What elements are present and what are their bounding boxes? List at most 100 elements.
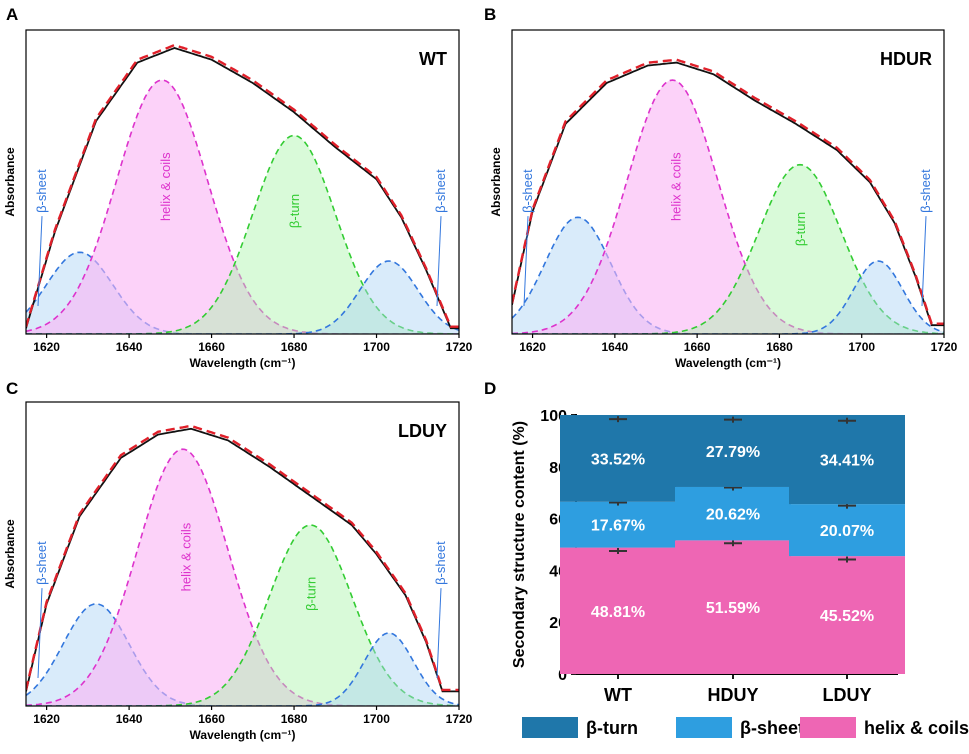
bar-label-turn: 33.52% xyxy=(591,451,645,468)
band-curve-sheet-3 xyxy=(512,260,944,334)
x-tick-label: 1660 xyxy=(684,340,711,354)
legend-swatch-turn xyxy=(522,717,578,738)
x-tick-label: 1680 xyxy=(766,340,793,354)
band-curve-helix-1 xyxy=(26,79,459,334)
plot-frame xyxy=(25,29,460,335)
panel-title: HDUR xyxy=(880,49,932,69)
bar-label-sheet: 20.07% xyxy=(820,523,874,540)
x-tick-label: 1620 xyxy=(33,712,60,726)
y-axis-label: Secondary structure content (%) xyxy=(511,421,528,668)
x-axis-label: Wavelength (cm⁻¹) xyxy=(675,356,781,370)
band-fill-turn-2 xyxy=(26,525,459,706)
band-fill-turn-2 xyxy=(512,164,944,334)
x-tick-label: HDUY xyxy=(707,685,758,705)
legend-label-sheet: β-sheet xyxy=(740,718,804,738)
bar-label-helix: 48.81% xyxy=(591,604,645,621)
x-tick-label: 1700 xyxy=(848,340,875,354)
x-tick-label: 1660 xyxy=(198,340,225,354)
band-curve-sheet-3 xyxy=(26,632,459,706)
label-beta-sheet-left: β-sheet xyxy=(520,169,535,213)
x-tick-label: 1640 xyxy=(116,712,143,726)
panel-letter: D xyxy=(484,379,496,398)
bar-helix-wt xyxy=(560,547,676,674)
x-tick-label: 1620 xyxy=(33,340,60,354)
pointer-beta-sheet-right xyxy=(921,216,927,307)
panel-title: LDUY xyxy=(398,421,447,441)
panel-title: WT xyxy=(419,49,447,69)
legend-swatch-helix xyxy=(800,717,856,738)
x-tick-label: 1680 xyxy=(281,340,308,354)
x-tick-label: 1620 xyxy=(519,340,546,354)
fitted-envelope xyxy=(26,424,459,692)
fitted-envelope xyxy=(26,43,459,328)
bar-helix-lduy xyxy=(789,556,905,674)
panel-letter: C xyxy=(6,379,18,398)
fitted-envelope xyxy=(512,58,944,325)
plot-frame xyxy=(25,401,460,707)
label-helix-coils: helix & coils xyxy=(179,522,194,591)
bar-helix-hduy xyxy=(675,540,791,674)
y-axis-label: Absorbance xyxy=(3,147,17,217)
plot-frame xyxy=(511,29,945,335)
measured-spectrum xyxy=(512,61,944,327)
band-curve-helix-1 xyxy=(26,448,459,706)
measured-spectrum xyxy=(26,427,459,693)
band-curve-turn-2 xyxy=(26,134,459,334)
band-fill-sheet-3 xyxy=(26,633,459,706)
panel-letter: B xyxy=(484,5,496,24)
x-tick-label: WT xyxy=(604,685,632,705)
panel-b: B 1620 1640 1660 1680 1700 1720 Wavelength (cm⁻… xyxy=(484,5,958,370)
label-helix-coils: helix & coils xyxy=(668,152,683,221)
plot-area xyxy=(26,424,459,706)
label-beta-sheet-right: β-sheet xyxy=(433,169,448,213)
bar-turn-wt xyxy=(560,415,676,502)
x-axis-label: Wavelength (cm⁻¹) xyxy=(190,728,296,742)
plot-area xyxy=(512,58,944,334)
legend-label-turn: β-turn xyxy=(586,718,638,738)
band-fill-helix-1 xyxy=(26,80,459,334)
x-axis-label: Wavelength (cm⁻¹) xyxy=(190,356,296,370)
bar-label-helix: 51.59% xyxy=(706,600,760,617)
x-tick-label: 1700 xyxy=(363,712,390,726)
band-fill-sheet-3 xyxy=(26,261,459,334)
band-fill-helix-1 xyxy=(26,449,459,706)
label-beta-sheet-right: β-sheet xyxy=(433,541,448,585)
bar-sheet-lduy xyxy=(789,504,905,557)
bar-sheet-wt xyxy=(560,501,676,548)
label-beta-sheet-left: β-sheet xyxy=(34,169,49,213)
y-axis-label: Absorbance xyxy=(3,519,17,589)
x-tick-label: 1640 xyxy=(116,340,143,354)
x-tick-label: 1640 xyxy=(602,340,629,354)
x-tick-label: 1720 xyxy=(446,712,473,726)
pointer-beta-sheet-right xyxy=(436,216,442,307)
legend-label-helix: helix & coils xyxy=(864,718,969,738)
bar-label-sheet: 17.67% xyxy=(591,518,645,535)
bar-label-helix: 45.52% xyxy=(820,608,874,625)
bar-turn-lduy xyxy=(789,415,905,505)
band-curve-turn-2 xyxy=(26,524,459,706)
x-tick-label: LDUY xyxy=(823,685,872,705)
band-fill-helix-1 xyxy=(512,80,944,334)
band-curve-helix-1 xyxy=(512,79,944,334)
band-fill-turn-2 xyxy=(26,135,459,334)
x-tick-label: 1720 xyxy=(931,340,958,354)
label-beta-sheet-left: β-sheet xyxy=(34,541,49,585)
pointer-beta-sheet-left xyxy=(523,216,529,307)
panel-c: C 1620 1640 1660 1680 1700 1720 Wavelength (cm⁻… xyxy=(3,379,473,742)
label-beta-turn: β-turn xyxy=(287,194,302,228)
x-tick-label: 1700 xyxy=(363,340,390,354)
bar-label-turn: 27.79% xyxy=(706,444,760,461)
y-axis-label: Absorbance xyxy=(489,147,503,217)
panel-a: A 1620 1640 1660 1680 1700 1720 Wavelength (cm⁻… xyxy=(3,5,473,370)
label-helix-coils: helix & coils xyxy=(158,152,173,221)
bar-label-sheet: 20.62% xyxy=(706,507,760,524)
label-beta-turn: β-turn xyxy=(793,212,808,246)
x-tick-label: 1660 xyxy=(198,712,225,726)
bar-turn-hduy xyxy=(675,415,791,487)
pointer-beta-sheet-left xyxy=(37,588,43,679)
y-tick-label: 0 xyxy=(558,667,567,684)
band-fill-sheet-3 xyxy=(512,261,944,334)
plot-area xyxy=(26,43,459,334)
